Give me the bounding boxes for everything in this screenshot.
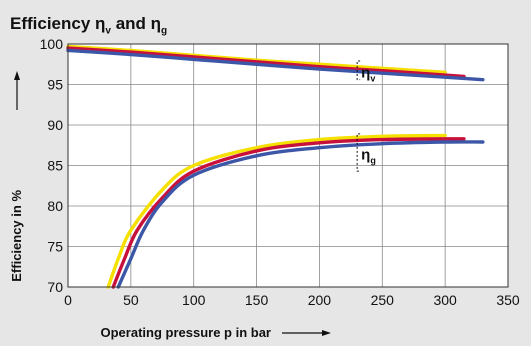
y-axis-arrow (14, 71, 20, 110)
y-tick-label: 100 (40, 36, 64, 52)
y-tick-label: 75 (47, 239, 63, 255)
chart-title-joiner: and η (110, 14, 162, 33)
series-line-6 (116, 140, 485, 289)
x-axis-arrow (282, 330, 331, 336)
series-lines (66, 44, 485, 289)
group-bracket-1 (356, 60, 361, 81)
y-tick-label: 70 (47, 279, 63, 295)
x-tick-label: 50 (123, 292, 139, 308)
x-tick-label: 150 (245, 292, 269, 308)
group-label-sub: v (370, 73, 375, 83)
y-axis-label: Efficiency in % (9, 190, 24, 282)
group-label-main: η (361, 147, 370, 164)
y-tick-label: 95 (47, 77, 63, 93)
y-tick-label: 90 (47, 117, 63, 133)
x-tick-label: 0 (64, 292, 72, 308)
x-tick-label: 100 (182, 292, 206, 308)
series-line-4 (106, 133, 447, 289)
x-tick-label: 350 (496, 292, 520, 308)
chart-title: Efficiency ηv and ηg (10, 14, 167, 36)
group-label-sub: g (370, 156, 376, 166)
x-tick-label: 250 (371, 292, 395, 308)
group-label-main: η (361, 64, 370, 81)
series-line-2 (66, 46, 466, 79)
plot-frame (67, 43, 509, 288)
chart-title-text: Efficiency η (10, 14, 106, 33)
series-line-5 (111, 137, 466, 289)
y-tick-label: 80 (47, 198, 63, 214)
chart-title-sub-g: g (161, 25, 168, 37)
x-tick-label: 300 (433, 292, 457, 308)
group-label-2: ηg (361, 147, 376, 166)
x-tick-labels: 0 50 100 150 200 250 300 350 (64, 292, 520, 308)
x-axis-label: Operating pressure p in bar (101, 325, 272, 340)
group-bracket-2 (356, 133, 361, 172)
chart-title-sub-v: v (105, 25, 111, 37)
y-tick-labels: 70 75 80 85 90 95 100 (40, 36, 64, 295)
series-line-3 (66, 48, 485, 82)
y-tick-label: 85 (47, 158, 63, 174)
group-label-1: ηv (361, 64, 375, 83)
x-tick-label: 200 (308, 292, 332, 308)
